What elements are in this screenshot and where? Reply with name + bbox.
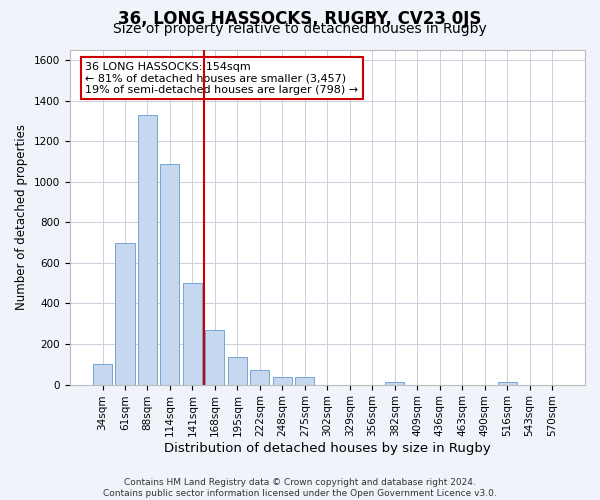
Bar — [183, 283, 202, 384]
Bar — [250, 370, 269, 384]
Bar — [497, 382, 517, 384]
Bar — [93, 364, 112, 384]
Text: 36, LONG HASSOCKS, RUGBY, CV23 0JS: 36, LONG HASSOCKS, RUGBY, CV23 0JS — [118, 10, 482, 28]
Text: Contains HM Land Registry data © Crown copyright and database right 2024.
Contai: Contains HM Land Registry data © Crown c… — [103, 478, 497, 498]
Bar — [295, 378, 314, 384]
Bar — [228, 357, 247, 384]
Bar — [205, 330, 224, 384]
Bar — [273, 378, 292, 384]
Bar — [138, 115, 157, 384]
Bar — [115, 242, 134, 384]
Bar — [385, 382, 404, 384]
Text: 36 LONG HASSOCKS: 154sqm
← 81% of detached houses are smaller (3,457)
19% of sem: 36 LONG HASSOCKS: 154sqm ← 81% of detach… — [85, 62, 358, 95]
Y-axis label: Number of detached properties: Number of detached properties — [15, 124, 28, 310]
Text: Size of property relative to detached houses in Rugby: Size of property relative to detached ho… — [113, 22, 487, 36]
Bar — [160, 164, 179, 384]
X-axis label: Distribution of detached houses by size in Rugby: Distribution of detached houses by size … — [164, 442, 491, 455]
